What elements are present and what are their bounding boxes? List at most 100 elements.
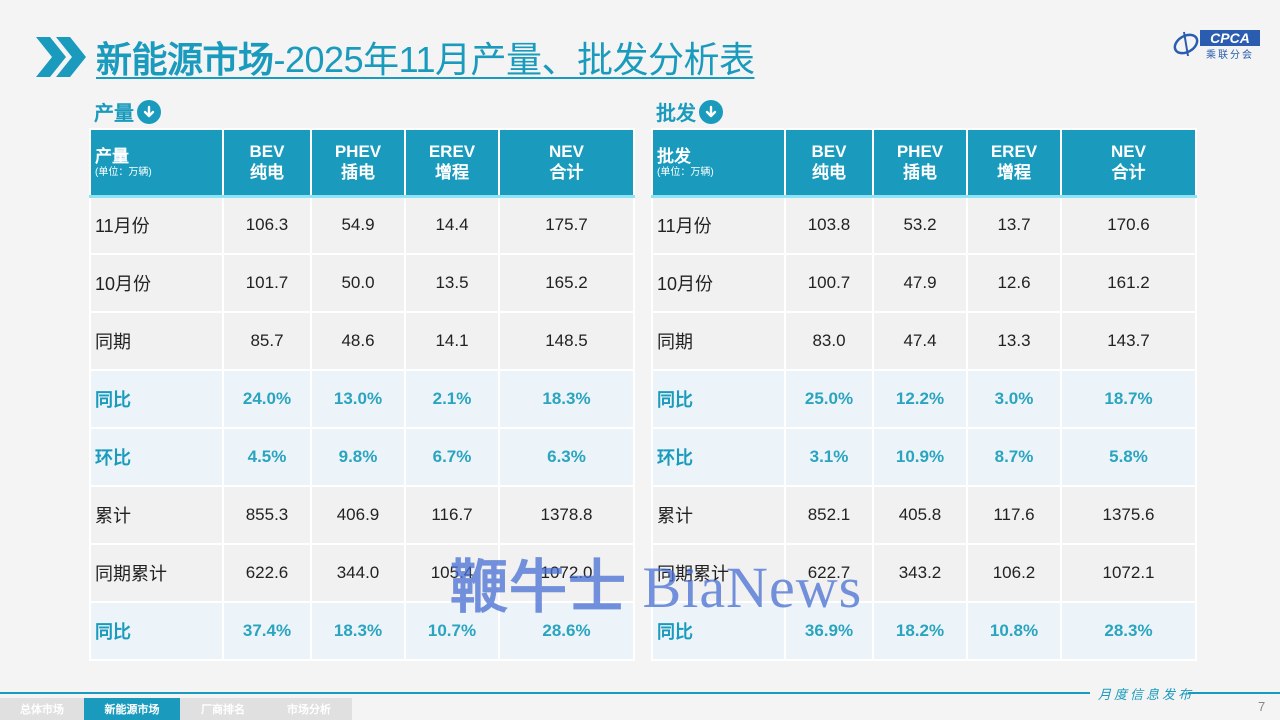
cell: 10.9%: [872, 427, 968, 487]
cell: 13.0%: [310, 369, 406, 429]
unit-label: (单位：万辆): [95, 166, 152, 178]
cell: 9.8%: [310, 427, 406, 487]
row-label: 同比: [651, 369, 786, 429]
corner-header: 产量 (单位：万辆): [89, 128, 224, 198]
cell: 36.9%: [784, 601, 874, 661]
column-code: PHEV: [896, 142, 944, 162]
cell: 116.7: [404, 485, 500, 545]
column-name: 合计: [1111, 163, 1146, 183]
row-label: 同期: [651, 311, 786, 371]
corner-title: 产量: [95, 146, 129, 166]
column-name: 纯电: [250, 163, 284, 183]
cell: 161.2: [1060, 253, 1197, 313]
row-label: 同期: [89, 311, 224, 371]
arrow-down-circle-icon: [137, 99, 161, 124]
cpca-logo: CPCA 乘联分会: [1173, 30, 1260, 61]
cell: 343.2: [872, 543, 968, 603]
cell: 28.6%: [498, 601, 635, 661]
cell: 85.7: [222, 311, 312, 371]
cell: 165.2: [498, 253, 635, 313]
cell: 14.4: [404, 195, 500, 255]
cell: 18.3%: [498, 369, 635, 429]
row-label: 10月份: [89, 253, 224, 313]
corner-header: 批发 (单位：万辆): [651, 128, 786, 198]
row-label: 同比: [89, 601, 224, 661]
cell: 3.0%: [966, 369, 1062, 429]
row-label: 11月份: [651, 195, 786, 255]
cell: 6.3%: [498, 427, 635, 487]
arrow-down-circle-icon: [699, 99, 723, 124]
table-row-mom: 环比 3.1% 10.9% 8.7% 5.8%: [651, 427, 1197, 487]
row-label: 同比: [89, 369, 224, 429]
cell: 37.4%: [222, 601, 312, 661]
cell: 12.6: [966, 253, 1062, 313]
cell: 48.6: [310, 311, 406, 371]
table-row-yoy: 同比 25.0% 12.2% 3.0% 18.7%: [651, 369, 1197, 429]
wholesale-label-text: 批发: [656, 103, 696, 125]
column-header-nev: NEV 合计: [1060, 128, 1197, 198]
cell: 54.9: [310, 195, 406, 255]
column-name: 增程: [997, 163, 1031, 183]
cell: 3.1%: [784, 427, 874, 487]
column-name: 插电: [903, 163, 937, 183]
tab-market-analysis[interactable]: 市场分析: [266, 698, 352, 720]
column-header-phev: PHEV 插电: [872, 128, 968, 198]
cell: 18.2%: [872, 601, 968, 661]
table-row: 10月份 100.7 47.9 12.6 161.2: [651, 253, 1197, 313]
cell: 170.6: [1060, 195, 1197, 255]
tab-nev-market[interactable]: 新能源市场: [84, 698, 180, 720]
cell: 12.2%: [872, 369, 968, 429]
column-code: BEV: [249, 142, 285, 162]
column-header-bev: BEV 纯电: [222, 128, 312, 198]
table-header-row: 产量 (单位：万辆) BEV 纯电 PHEV 插电 EREV 增程 NEV 合计: [89, 128, 635, 198]
row-label: 环比: [89, 427, 224, 487]
double-chevron-right-icon: [36, 37, 86, 77]
table-row: 累计 852.1 405.8 117.6 1375.6: [651, 485, 1197, 545]
row-label: 10月份: [651, 253, 786, 313]
table-row: 10月份 101.7 50.0 13.5 165.2: [89, 253, 635, 313]
table-row: 同期 83.0 47.4 13.3 143.7: [651, 311, 1197, 371]
column-code: PHEV: [334, 142, 382, 162]
column-name: 插电: [341, 163, 375, 183]
cell: 622.6: [222, 543, 312, 603]
cell: 6.7%: [404, 427, 500, 487]
cell: 344.0: [310, 543, 406, 603]
cell: 13.3: [966, 311, 1062, 371]
section-tabs: 总体市场 新能源市场 厂商排名 市场分析: [0, 698, 352, 720]
cell: 4.5%: [222, 427, 312, 487]
cell: 14.1: [404, 311, 500, 371]
page-title-rest: -2025年11月产量、批发分析表: [273, 39, 755, 80]
wholesale-table: 批发 (单位：万辆) BEV 纯电 PHEV 插电 EREV 增程 NEV 合计 11月…: [651, 128, 1197, 661]
column-header-erev: EREV 增程: [966, 128, 1062, 198]
production-section-label: 产量: [94, 97, 161, 126]
tab-overall-market[interactable]: 总体市场: [0, 698, 84, 720]
cell: 18.7%: [1060, 369, 1197, 429]
cell: 13.7: [966, 195, 1062, 255]
table-row: 11月份 106.3 54.9 14.4 175.7: [89, 195, 635, 255]
cell: 175.7: [498, 195, 635, 255]
row-label: 11月份: [89, 195, 224, 255]
cell: 10.7%: [404, 601, 500, 661]
cell: 855.3: [222, 485, 312, 545]
page-header: 新能源市场-2025年11月产量、批发分析表: [34, 31, 755, 83]
cell: 47.4: [872, 311, 968, 371]
svg-text:CPCA: CPCA: [1210, 30, 1250, 46]
footer-tagline: 月度信息发布: [1098, 687, 1195, 702]
column-header-phev: PHEV 插电: [310, 128, 406, 198]
row-label: 同期累计: [89, 543, 224, 603]
page-title: 新能源市场-2025年11月产量、批发分析表: [96, 31, 755, 83]
tab-manufacturer-ranking[interactable]: 厂商排名: [180, 698, 266, 720]
column-name: 纯电: [812, 163, 846, 183]
cell: 2.1%: [404, 369, 500, 429]
table-header-row: 批发 (单位：万辆) BEV 纯电 PHEV 插电 EREV 增程 NEV 合计: [651, 128, 1197, 198]
svg-text:乘联分会: 乘联分会: [1206, 48, 1254, 61]
cell: 25.0%: [784, 369, 874, 429]
column-code: NEV: [1111, 142, 1146, 162]
column-code: EREV: [428, 142, 476, 162]
footer-divider-right: [1188, 692, 1280, 694]
production-table: 产量 (单位：万辆) BEV 纯电 PHEV 插电 EREV 增程 NEV 合计 11月…: [89, 128, 635, 661]
table-row-mom: 环比 4.5% 9.8% 6.7% 6.3%: [89, 427, 635, 487]
table-row: 同期 85.7 48.6 14.1 148.5: [89, 311, 635, 371]
column-name: 增程: [435, 163, 469, 183]
cell: 47.9: [872, 253, 968, 313]
